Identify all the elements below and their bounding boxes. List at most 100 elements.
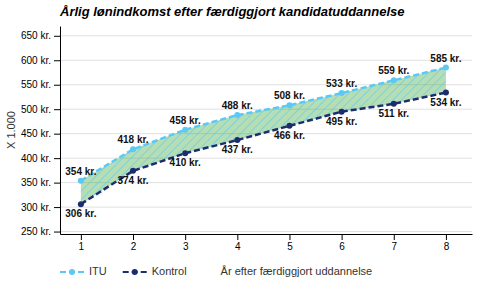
y-tick: 550 kr. — [21, 79, 60, 90]
series-point — [443, 90, 449, 96]
series-line — [81, 68, 446, 181]
x-tick-mark — [185, 234, 186, 240]
data-label: 585 kr. — [430, 53, 461, 64]
x-axis: 1 2 3 4 5 6 7 8 — [61, 234, 473, 252]
x-tick-label: 3 — [183, 241, 189, 252]
data-label: 374 kr. — [117, 175, 148, 186]
y-tick: 400 kr. — [21, 153, 60, 164]
y-tick-label: 600 kr. — [21, 55, 51, 66]
chart: 250 kr. 300 kr. 350 kr. 400 kr. 450 kr. 500 k… — [0, 0, 484, 286]
data-label: 508 kr. — [274, 90, 305, 101]
series-point — [286, 102, 292, 108]
x-tick-mark — [237, 234, 238, 240]
y-tick-mark — [54, 60, 60, 61]
series-point — [339, 109, 345, 115]
y-tick-label: 550 kr. — [21, 79, 51, 90]
series-point — [286, 123, 292, 129]
data-label: 354 kr. — [65, 166, 96, 177]
data-label: 488 kr. — [222, 100, 253, 111]
title: Årlig lønindkomst efter færdiggjort kand… — [59, 4, 405, 19]
y-tick-label: 400 kr. — [21, 153, 51, 164]
y-tick: 650 kr. — [21, 30, 60, 41]
data-label: 418 kr. — [117, 134, 148, 145]
y-tick-label: 500 kr. — [21, 104, 51, 115]
x-tick-label: 5 — [287, 241, 293, 252]
data-label: 533 kr. — [326, 78, 357, 89]
grid-line — [60, 207, 472, 208]
x-axis-title: År efter færdiggjort uddannelse — [221, 265, 373, 277]
y-tick-label: 450 kr. — [21, 128, 51, 139]
x-tick: 4 — [235, 234, 241, 252]
y-tick-mark — [54, 109, 60, 110]
series-point — [339, 90, 345, 96]
legend: ITU Kontrol — [60, 265, 187, 277]
y-tick: 450 kr. — [21, 128, 60, 139]
x-tick-mark — [133, 234, 134, 240]
x-tick: 7 — [391, 234, 397, 252]
x-tick-label: 1 — [79, 241, 85, 252]
legend-label: ITU — [89, 265, 107, 277]
data-label: 466 kr. — [274, 130, 305, 141]
data-labels: 354 kr. 418 kr. 458 kr. 488 kr. 508 kr. 533 k… — [65, 53, 461, 220]
y-tick-label: 650 kr. — [21, 30, 51, 41]
legend-label: Kontrol — [152, 265, 187, 277]
x-tick: 3 — [183, 234, 189, 252]
plot-area — [78, 65, 449, 208]
series-point — [130, 168, 136, 174]
x-tick-label: 4 — [235, 241, 241, 252]
y-tick: 350 kr. — [21, 177, 60, 188]
data-label: 306 kr. — [65, 208, 96, 219]
x-tick-mark — [289, 234, 290, 240]
y-tick: 300 kr. — [21, 202, 60, 213]
x-tick-label: 8 — [444, 241, 450, 252]
x-tick: 8 — [444, 234, 450, 252]
series-point — [234, 137, 240, 143]
y-tick-mark — [54, 85, 60, 86]
series-point — [78, 178, 84, 184]
y-tick-mark — [54, 207, 60, 208]
y-tick-mark — [54, 134, 60, 135]
legend-item: Kontrol — [123, 265, 187, 277]
y-axis-title: X 1.000 — [5, 111, 17, 149]
x-tick-label: 6 — [339, 241, 345, 252]
x-tick: 2 — [131, 234, 137, 252]
series-point — [234, 112, 240, 118]
y-axis: 250 kr. 300 kr. 350 kr. 400 kr. 450 kr. 500 k… — [21, 27, 61, 238]
y-tick-mark — [54, 183, 60, 184]
y-tick-label: 250 kr. — [21, 226, 51, 237]
grid — [60, 36, 472, 232]
data-label: 458 kr. — [170, 115, 201, 126]
series-point — [182, 150, 188, 156]
legend-marker — [132, 269, 138, 275]
y-tick: 600 kr. — [21, 55, 60, 66]
grid-line — [60, 35, 472, 36]
series-point — [130, 146, 136, 152]
data-label: 495 kr. — [326, 116, 357, 127]
data-label: 534 kr. — [430, 97, 461, 108]
grid-line — [60, 60, 472, 61]
x-tick-mark — [342, 234, 343, 240]
fill-between — [81, 68, 446, 205]
data-label: 559 kr. — [378, 65, 409, 76]
series-point — [391, 77, 397, 83]
x-tick: 6 — [339, 234, 345, 252]
y-tick-label: 350 kr. — [21, 177, 51, 188]
y-tick: 500 kr. — [21, 104, 60, 115]
series-point — [182, 127, 188, 133]
y-axis-line — [60, 27, 61, 235]
x-tick-mark — [394, 234, 395, 240]
y-tick-mark — [54, 158, 60, 159]
y-tick-mark — [54, 232, 60, 233]
series-line — [81, 93, 446, 205]
y-tick-mark — [54, 36, 60, 37]
x-tick-mark — [446, 234, 447, 240]
legend-item: ITU — [60, 265, 107, 277]
series-point — [78, 201, 84, 207]
data-label: 410 kr. — [170, 157, 201, 168]
series-point — [391, 101, 397, 107]
y-tick-label: 300 kr. — [21, 202, 51, 213]
grid-line — [60, 231, 472, 232]
data-label: 511 kr. — [378, 108, 409, 119]
x-tick-mark — [81, 234, 82, 240]
x-tick-label: 7 — [391, 241, 397, 252]
